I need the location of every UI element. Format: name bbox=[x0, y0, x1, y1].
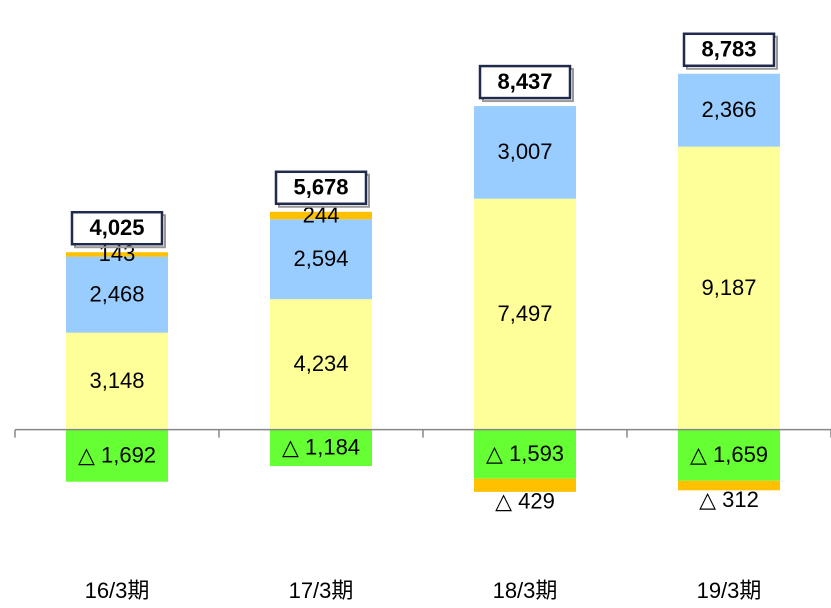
value-label: 4,234 bbox=[293, 351, 348, 376]
value-label: 2,468 bbox=[89, 281, 144, 306]
total-box bbox=[478, 64, 572, 100]
bar-segment bbox=[270, 299, 372, 430]
total-box bbox=[682, 32, 776, 68]
value-label: △ 1,659 bbox=[690, 442, 768, 467]
total-label: 4,025 bbox=[89, 215, 144, 240]
bar-segment bbox=[66, 332, 168, 430]
bar-segment bbox=[474, 198, 576, 430]
total-label: 8,437 bbox=[497, 69, 552, 94]
total-frame bbox=[70, 210, 164, 246]
value-label: △ 429 bbox=[495, 489, 555, 514]
x-tick-label: 16/3期 bbox=[85, 578, 150, 603]
value-label: △ 312 bbox=[699, 487, 759, 512]
bar-segment bbox=[270, 211, 372, 220]
x-tick-label: 18/3期 bbox=[493, 578, 558, 603]
value-label: 9,187 bbox=[701, 275, 756, 300]
bar-segment bbox=[270, 429, 372, 467]
bar-segment bbox=[474, 106, 576, 199]
x-tick-label: 19/3期 bbox=[697, 578, 762, 603]
value-label: △ 1,184 bbox=[282, 435, 360, 460]
total-frame bbox=[274, 170, 368, 206]
value-label: 2,594 bbox=[293, 246, 348, 271]
bar-segment bbox=[270, 219, 372, 300]
bar-segment bbox=[678, 480, 780, 491]
total-frame bbox=[478, 64, 572, 100]
total-label: 5,678 bbox=[293, 175, 348, 200]
bar-segment bbox=[66, 429, 168, 482]
value-label: 3,148 bbox=[89, 368, 144, 393]
bar-segment bbox=[66, 256, 168, 333]
bar-segment bbox=[678, 429, 780, 481]
bar-segment bbox=[474, 478, 576, 492]
total-label: 8,783 bbox=[701, 37, 756, 62]
bar-segment bbox=[474, 429, 576, 479]
total-frame bbox=[682, 32, 776, 68]
total-box bbox=[70, 210, 164, 246]
bar-segment bbox=[678, 73, 780, 147]
value-label: 3,007 bbox=[497, 139, 552, 164]
value-label: 7,497 bbox=[497, 301, 552, 326]
value-label: △ 1,692 bbox=[78, 442, 156, 467]
value-label: 2,366 bbox=[701, 97, 756, 122]
bar-segment bbox=[66, 252, 168, 257]
value-label: △ 1,593 bbox=[486, 441, 564, 466]
bar-segment bbox=[678, 146, 780, 430]
total-box bbox=[274, 170, 368, 206]
x-tick-label: 17/3期 bbox=[289, 578, 354, 603]
